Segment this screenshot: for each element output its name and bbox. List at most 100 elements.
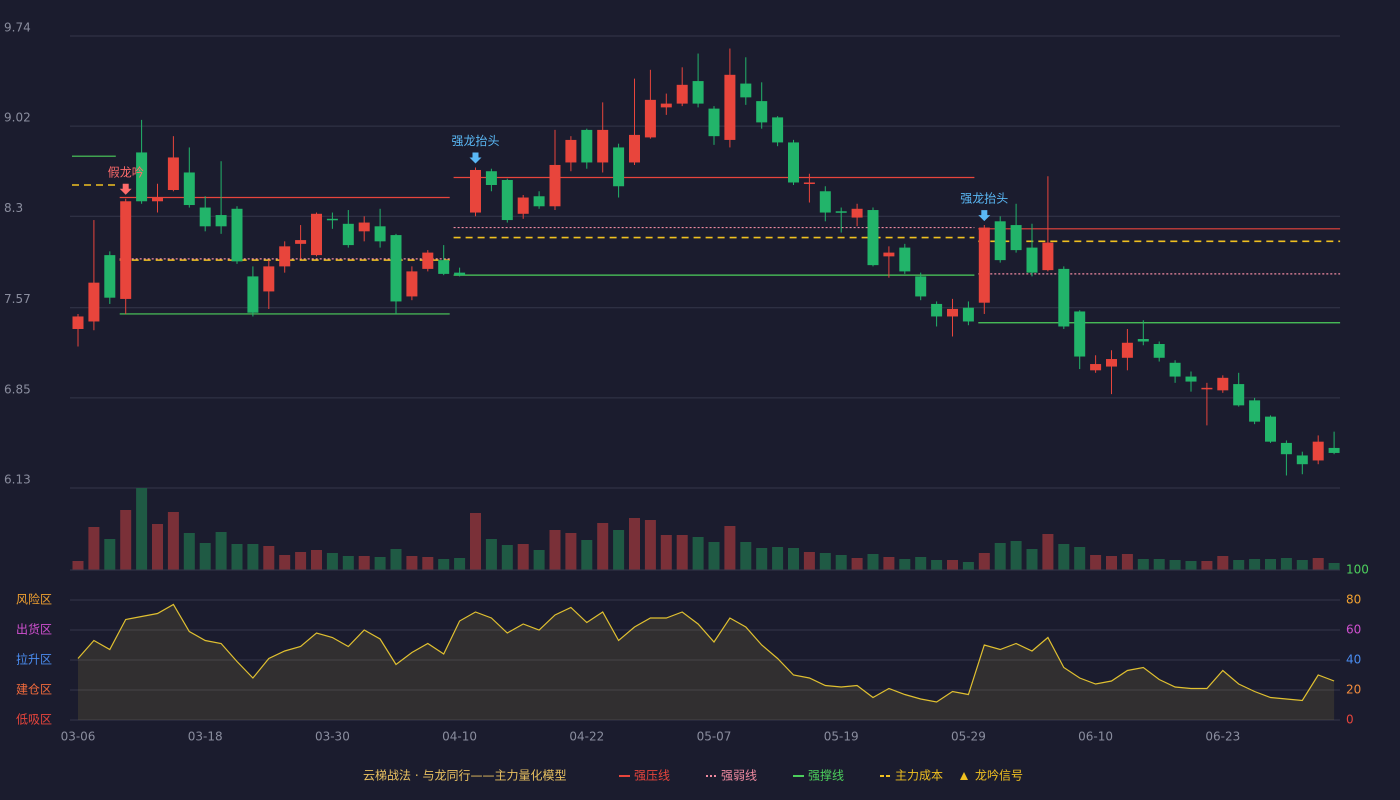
volume-bar	[247, 544, 259, 570]
volume-bar	[1265, 559, 1276, 570]
candle-body	[358, 222, 370, 232]
candle-body	[231, 208, 243, 262]
volume-bar	[1280, 558, 1292, 570]
candle-body	[295, 240, 307, 244]
volume-bar	[120, 510, 132, 570]
x-tick-label: 03-30	[315, 730, 350, 744]
candle-body	[183, 172, 195, 206]
volume-bar	[565, 533, 577, 570]
volume-bar	[803, 552, 815, 570]
candle-body	[485, 171, 497, 185]
volume-bar	[72, 561, 84, 570]
y-tick-label: 20	[1346, 683, 1361, 697]
volume-bar	[692, 537, 704, 570]
volume-bar	[1249, 559, 1261, 570]
indicator-area	[78, 604, 1335, 720]
candle-body	[962, 307, 974, 322]
volume-bar	[629, 518, 640, 570]
volume-bar	[851, 558, 863, 570]
y-tick-label: 6.13	[4, 473, 31, 487]
candle-body	[136, 152, 148, 202]
candle-body	[342, 223, 354, 246]
volume-bar	[1233, 560, 1245, 570]
candle-body	[1296, 455, 1308, 465]
signal-arrow	[119, 183, 132, 195]
volume-bar	[597, 523, 609, 570]
legend-label: 强压线	[634, 769, 670, 783]
candle-body	[1280, 442, 1292, 455]
volume-bar	[613, 530, 625, 570]
candle-body	[565, 139, 577, 163]
x-tick-label: 05-29	[951, 730, 986, 744]
candle-body	[581, 129, 593, 163]
volume-bar	[708, 542, 720, 570]
candle-body	[167, 157, 179, 191]
indicator-line	[77, 603, 1335, 703]
volume-bar	[311, 550, 322, 570]
volume-bar	[1185, 561, 1197, 570]
volume-bar	[136, 488, 148, 570]
volume-bar	[279, 555, 291, 570]
candle-body	[597, 129, 609, 163]
candle-body	[1106, 359, 1117, 367]
volume-bar	[1137, 559, 1149, 570]
candle-body	[867, 210, 879, 266]
volume-bar	[788, 548, 799, 570]
legend-label: 强撑线	[808, 768, 844, 783]
candle-body	[676, 84, 688, 104]
candle-body	[708, 108, 720, 137]
volume-bar	[517, 544, 529, 570]
volume-bar	[915, 557, 927, 570]
volume-bar	[199, 543, 211, 570]
candle-body	[644, 99, 656, 138]
candle-body	[104, 255, 116, 298]
candle-body	[978, 227, 990, 303]
volume-bar	[1106, 556, 1117, 570]
volume-bar	[152, 524, 163, 570]
candle-body	[756, 101, 768, 123]
candle-body	[1074, 311, 1086, 357]
volume-bar	[295, 552, 307, 570]
candle-body	[803, 182, 815, 184]
candle-body	[1042, 242, 1054, 271]
volume-bar	[215, 532, 227, 570]
y-tick-label: 7.57	[4, 292, 31, 306]
volume-bar	[724, 526, 736, 570]
x-tick-label: 06-10	[1078, 730, 1113, 744]
volume-bar	[326, 553, 338, 570]
candle-body	[660, 103, 672, 108]
candle-body	[311, 213, 322, 256]
volume-bar	[501, 545, 513, 570]
y-tick-label: 0	[1346, 713, 1354, 727]
volume-bar	[899, 559, 911, 570]
candle-body	[788, 142, 799, 183]
legend-label: 强弱线	[721, 769, 757, 783]
volume-bar	[1328, 563, 1340, 570]
x-tick-label: 04-10	[442, 730, 477, 744]
candle-body	[947, 308, 958, 317]
candle-body	[613, 147, 625, 187]
volume-bar	[1074, 547, 1086, 570]
candle-body	[1249, 400, 1261, 422]
volume-bar	[660, 535, 672, 570]
candle-body	[326, 218, 338, 221]
x-tick-label: 04-22	[569, 730, 604, 744]
candle-body	[1169, 362, 1181, 377]
candle-body	[247, 276, 259, 313]
volume-bar	[1169, 560, 1181, 570]
candle-body	[470, 169, 481, 213]
legend-label: 主力成本	[895, 769, 943, 783]
volume-bar	[1010, 541, 1022, 570]
x-tick-label: 05-19	[824, 730, 859, 744]
y-tick-label: 60	[1346, 623, 1361, 637]
volume-bar	[994, 543, 1006, 570]
candle-body	[549, 164, 561, 207]
candle-body	[120, 201, 132, 299]
y-tick-label: 8.3	[4, 201, 23, 215]
y-tick-label: 9.02	[4, 111, 31, 125]
candle-body	[851, 208, 863, 218]
x-tick-label: 03-06	[61, 730, 96, 744]
volume-bar	[470, 513, 481, 570]
